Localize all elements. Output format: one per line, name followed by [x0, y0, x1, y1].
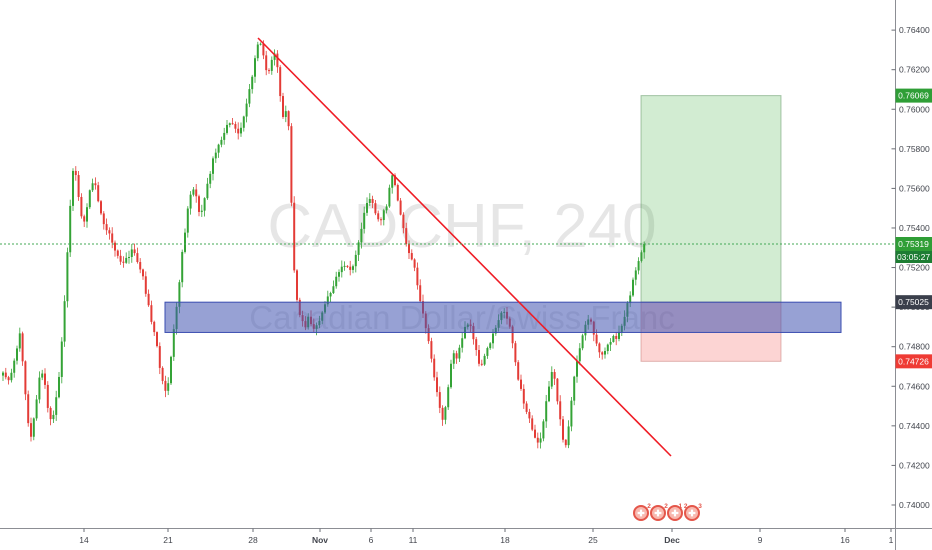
price-tick-label: 0.76400 — [899, 25, 930, 35]
entry-price-badge-label: 0.75025 — [898, 297, 929, 307]
time-tick-label: 14 — [79, 535, 89, 545]
coin-cross-icon — [671, 509, 679, 517]
time-tick-label: 25 — [588, 535, 598, 545]
last-price-badge-label: 0.75319 — [898, 239, 929, 249]
time-tick-label: Dec — [664, 535, 680, 545]
target-price-badge-label: 0.76069 — [898, 91, 929, 101]
price-axis-badges: 0.76069 0.75319 03:05:27 0.75025 0.74726 — [895, 88, 932, 369]
time-tick-label: 28 — [248, 535, 258, 545]
coin-cross-icon — [654, 509, 662, 517]
price-tick-label: 0.75800 — [899, 144, 930, 154]
price-tick-label: 0.74200 — [899, 460, 930, 470]
price-tick-label: 0.74600 — [899, 381, 930, 391]
candles-group — [2, 40, 646, 449]
coin-cross-icon — [637, 509, 645, 517]
time-tick-label: 18 — [500, 535, 510, 545]
countdown-badge-label: 03:05:27 — [897, 252, 930, 262]
target-price-badge — [895, 88, 932, 103]
stop-price-badge — [895, 354, 932, 369]
price-tick-label: 0.75200 — [899, 263, 930, 273]
time-tick-label: 6 — [369, 535, 374, 545]
price-tick-label: 0.74000 — [899, 500, 930, 510]
coin-cross-icon — [688, 509, 696, 517]
time-tick-label: 9 — [758, 535, 763, 545]
price-tick-label: 0.76200 — [899, 65, 930, 75]
support-resistance-zone[interactable] — [164, 301, 842, 333]
time-tick-label: 21 — [163, 535, 173, 545]
countdown-badge — [895, 251, 932, 264]
stop-price-badge-label: 0.74726 — [898, 356, 929, 366]
price-tick-label: 0.74800 — [899, 342, 930, 352]
coin-superscript: 1 2 — [678, 503, 687, 510]
signature-stamp: 2 2 1 2 3 — [633, 503, 702, 521]
time-tick-label: 16 — [840, 535, 850, 545]
time-tick-label: 1 — [889, 535, 894, 545]
time-axis-background — [0, 528, 932, 550]
watermark-symbol: CADCHF, 240 — [267, 192, 656, 261]
price-tick-label: 0.75600 — [899, 183, 930, 193]
entry-price-badge — [895, 295, 932, 310]
coin-superscript: 3 — [698, 503, 702, 510]
price-tick-label: 0.76000 — [899, 104, 930, 114]
time-tick-label: Nov — [312, 535, 328, 545]
coin-superscript: 2 — [664, 503, 668, 510]
time-tick-label: 11 — [409, 535, 418, 545]
price-tick-label: 0.74400 — [899, 421, 930, 431]
trend-line[interactable] — [257, 37, 672, 457]
price-tick-label: 0.75400 — [899, 223, 930, 233]
last-price-badge — [895, 237, 932, 252]
coin-superscript: 2 — [647, 503, 651, 510]
target-zone[interactable] — [640, 95, 782, 303]
time-axis[interactable]: 14 21 28 Nov 6 11 18 25 Dec 9 16 1 — [79, 528, 894, 546]
